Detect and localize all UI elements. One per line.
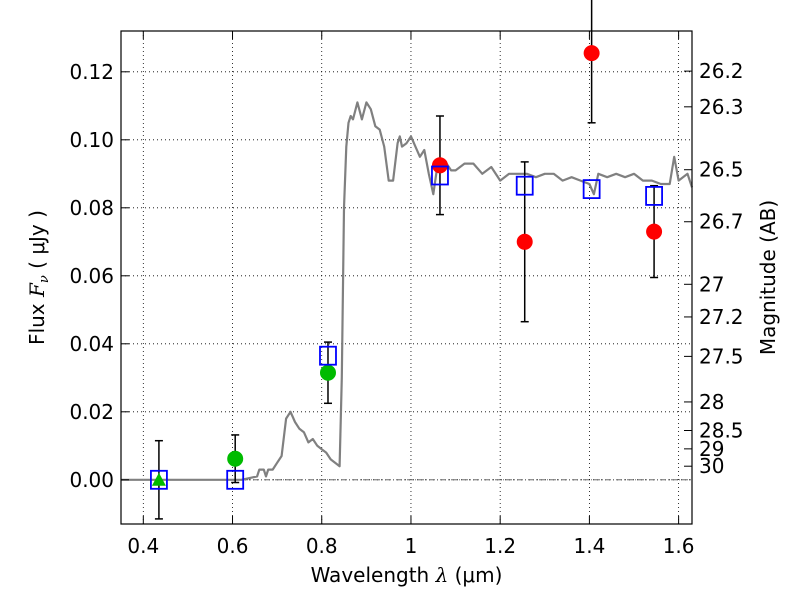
- x-tick-label: 1.2: [484, 534, 516, 558]
- x-tick-label: 1.4: [573, 534, 605, 558]
- y2-tick-label: 28.5: [699, 419, 744, 443]
- model-flux-square: [582, 179, 601, 200]
- y2-axis-label: Magnitude (AB): [756, 200, 780, 355]
- y2-tick-label: 26.2: [699, 59, 744, 83]
- x-tick-label: 0.8: [306, 534, 338, 558]
- y2-tick-label: 26.7: [699, 210, 744, 234]
- y2-tick-label: 27.2: [699, 305, 744, 329]
- axis-ticks: 0.4 0.6 0.8 1 1.2 1.4 1.6 0.00 0.02 0.04 0.06 0.08 0…: [69, 31, 744, 558]
- y-tick-label: 0.04: [69, 332, 114, 356]
- observed-flux-point: [583, 45, 600, 62]
- x-tick-label: 0.4: [127, 534, 159, 558]
- y2-tick-label: 27: [699, 272, 724, 296]
- y-tick-label: 0.06: [69, 264, 114, 288]
- model-flux-square: [431, 165, 449, 186]
- plot-content: [121, 0, 694, 520]
- observed-flux-point: [431, 157, 448, 174]
- y-tick-label: 0.08: [69, 196, 114, 220]
- observed-flux-point: [319, 364, 336, 381]
- y2-tick-label: 26.3: [699, 95, 744, 119]
- y-tick-label: 0.10: [69, 128, 114, 152]
- plot-frame: [120, 30, 693, 525]
- observed-flux-point: [516, 233, 533, 250]
- x-tick-label: 1.6: [663, 534, 695, 558]
- observed-flux-point: [227, 450, 244, 467]
- y-tick-label: 0.02: [69, 400, 114, 424]
- observed-flux-point: [646, 223, 663, 240]
- y2-tick-label: 27.5: [699, 344, 744, 368]
- y-tick-label: 0.00: [69, 468, 114, 492]
- model-flux-square: [226, 469, 245, 490]
- model-flux-square: [515, 175, 534, 196]
- y2-tick-label: 29: [699, 437, 724, 461]
- x-axis-label: Wavelength λ (μm): [311, 563, 503, 587]
- grid-lines: [121, 31, 692, 524]
- model-flux-square: [150, 469, 168, 490]
- y2-tick-label: 28: [699, 390, 724, 414]
- sed-model-line: [121, 101, 694, 481]
- x-tick-label: 1: [405, 534, 418, 558]
- x-tick-label: 0.6: [217, 534, 249, 558]
- y2-tick-label: 30: [699, 454, 724, 478]
- upper-limit-triangle: [151, 472, 166, 486]
- y2-tick-label: 26.5: [699, 158, 744, 182]
- y-tick-label: 0.12: [69, 60, 114, 84]
- model-flux-square: [645, 185, 663, 206]
- y-axis-label: Flux Fν ( μJy ): [25, 210, 52, 345]
- model-flux-square: [319, 345, 337, 366]
